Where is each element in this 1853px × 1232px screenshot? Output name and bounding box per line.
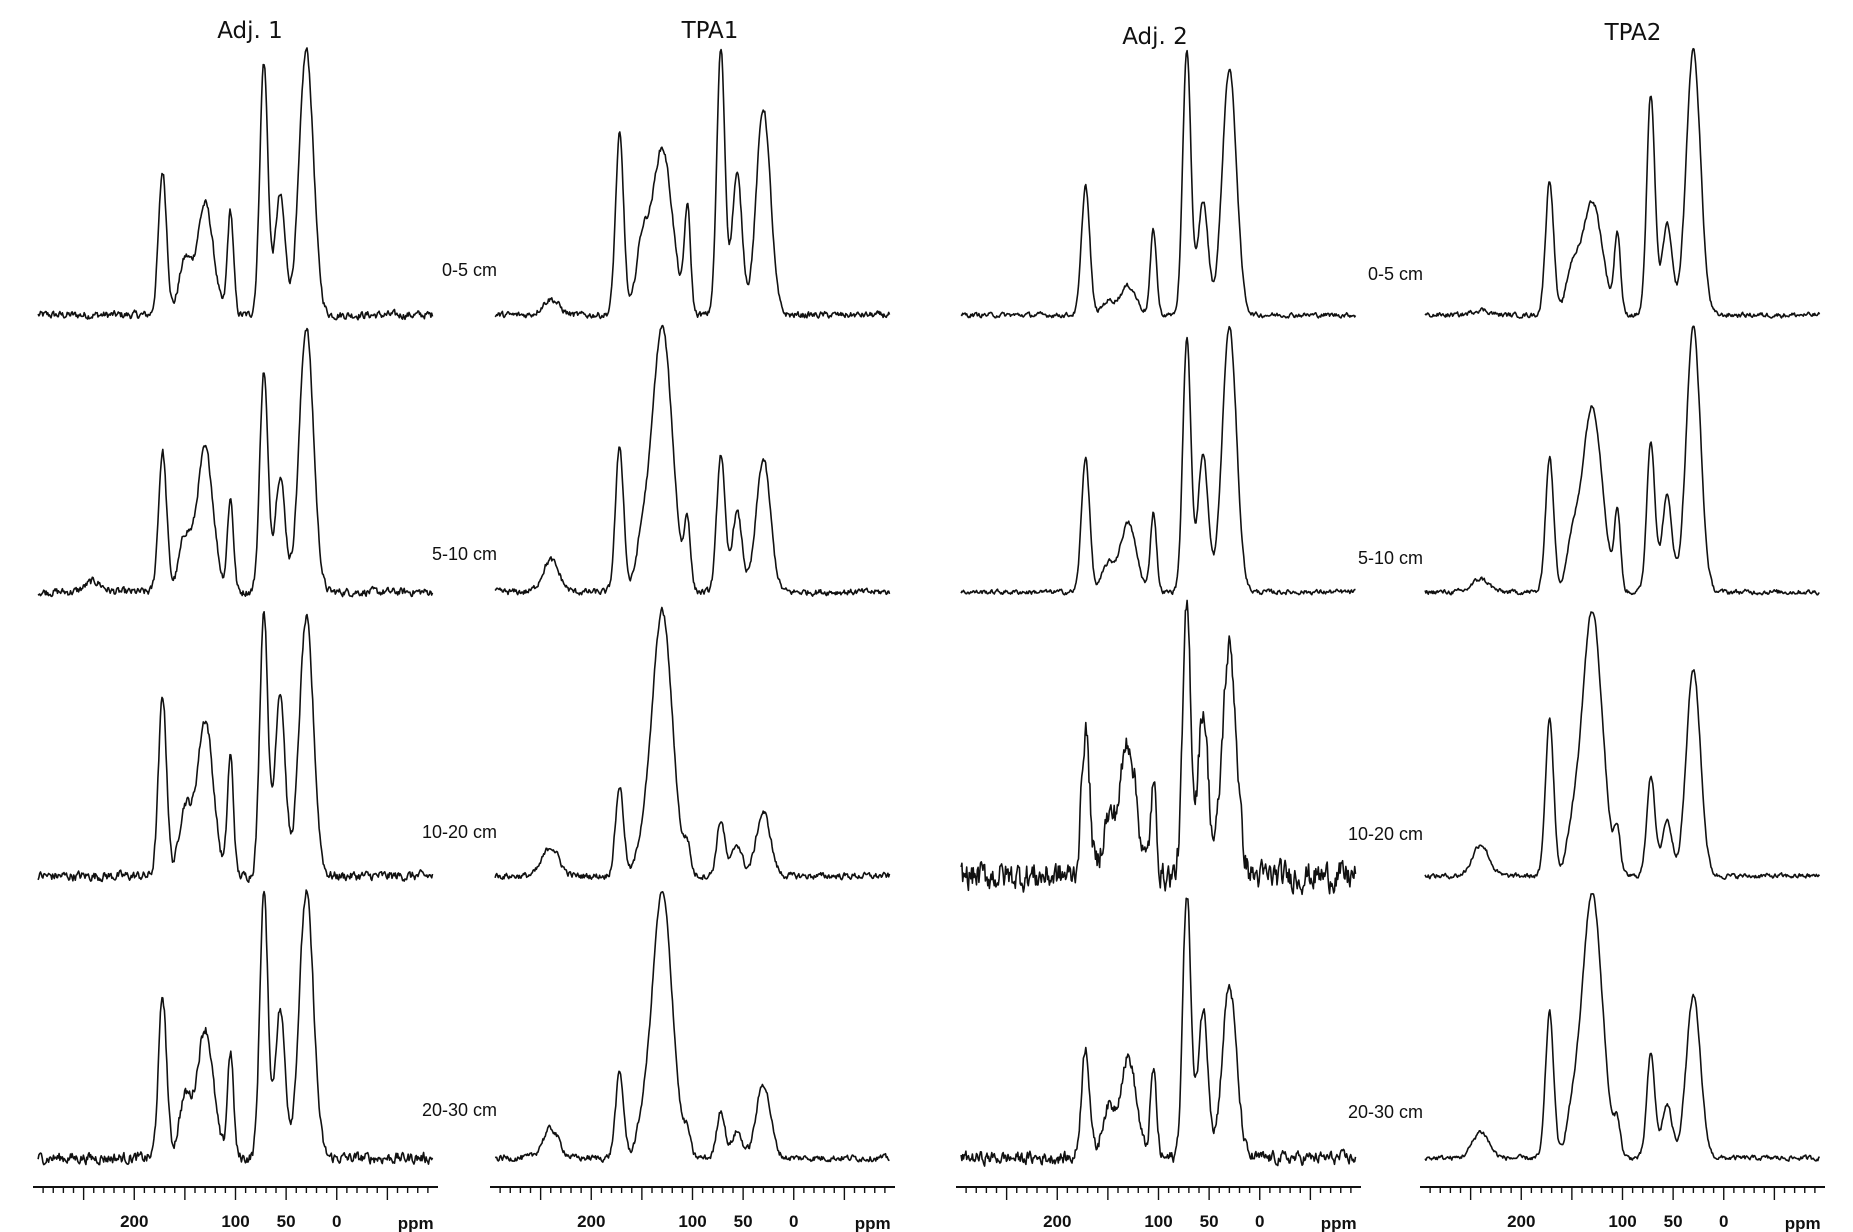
tick-label: 200 bbox=[1043, 1212, 1071, 1231]
column-title-adj2: Adj. 2 bbox=[1122, 24, 1188, 50]
tick-label: 200 bbox=[577, 1212, 605, 1231]
depth-label-5-10-left: 5-10 cm bbox=[432, 544, 497, 564]
tick-label: 0 bbox=[332, 1212, 341, 1231]
tick-label: 50 bbox=[277, 1212, 296, 1231]
axes-layer: 200 100 50 0 ppm 200 100 50 0 ppm 200 100 50 0 ppm 200 1… bbox=[33, 1186, 1825, 1232]
depth-label-20-30-right: 20-30 cm bbox=[1348, 1102, 1423, 1122]
spectrum-adj1-20-30cm bbox=[37, 889, 434, 1166]
axis-unit-label: ppm bbox=[398, 1214, 434, 1232]
spectrum-tpa2-20-30cm bbox=[1424, 893, 1821, 1162]
spectra-layer bbox=[37, 47, 1821, 1167]
spectrum-adj1-0-5cm bbox=[37, 47, 434, 321]
depth-label-20-30-left: 20-30 cm bbox=[422, 1100, 497, 1120]
spectrum-tpa1-0-5cm bbox=[494, 48, 891, 320]
tick-label: 50 bbox=[1200, 1212, 1219, 1231]
spectrum-tpa1-5-10cm bbox=[494, 324, 891, 597]
spectrum-adj2-0-5cm bbox=[960, 49, 1357, 319]
spectrum-adj2-20-30cm bbox=[960, 897, 1357, 1167]
tick-label: 50 bbox=[1664, 1212, 1683, 1231]
tick-label: 0 bbox=[789, 1212, 798, 1231]
depth-label-10-20-left: 10-20 cm bbox=[422, 822, 497, 842]
spectrum-adj1-5-10cm bbox=[37, 327, 434, 598]
column-title-tpa1: TPA1 bbox=[681, 18, 739, 44]
tick-label: 200 bbox=[1507, 1212, 1535, 1231]
axis-unit-label: ppm bbox=[1321, 1214, 1357, 1232]
axis-unit-label: ppm bbox=[1785, 1214, 1821, 1232]
depth-label-5-10-right: 5-10 cm bbox=[1358, 548, 1423, 568]
axis-unit-label: ppm bbox=[855, 1214, 891, 1232]
spectrum-tpa2-5-10cm bbox=[1424, 325, 1820, 596]
tick-label: 0 bbox=[1255, 1212, 1264, 1231]
spectrum-adj1-10-20cm bbox=[37, 611, 434, 883]
spectrum-tpa1-10-20cm bbox=[494, 606, 891, 881]
tick-label: 0 bbox=[1719, 1212, 1728, 1231]
tick-label: 200 bbox=[120, 1212, 148, 1231]
column-title-adj1: Adj. 1 bbox=[217, 18, 283, 44]
tick-label: 100 bbox=[678, 1212, 706, 1231]
depth-label-10-20-right: 10-20 cm bbox=[1348, 824, 1423, 844]
tick-label: 100 bbox=[221, 1212, 249, 1231]
spectrum-adj2-10-20cm bbox=[960, 599, 1357, 896]
spectrum-tpa2-0-5cm bbox=[1424, 47, 1821, 319]
spectrum-tpa2-10-20cm bbox=[1424, 611, 1821, 880]
depth-label-0-5-right: 0-5 cm bbox=[1368, 264, 1423, 284]
tick-label: 100 bbox=[1144, 1212, 1172, 1231]
spectrum-adj2-5-10cm bbox=[960, 325, 1356, 596]
tick-label: 100 bbox=[1608, 1212, 1636, 1231]
spectrum-tpa1-20-30cm bbox=[494, 891, 890, 1163]
depth-label-0-5-left: 0-5 cm bbox=[442, 260, 497, 280]
column-title-tpa2: TPA2 bbox=[1604, 20, 1662, 46]
tick-label: 50 bbox=[734, 1212, 753, 1231]
